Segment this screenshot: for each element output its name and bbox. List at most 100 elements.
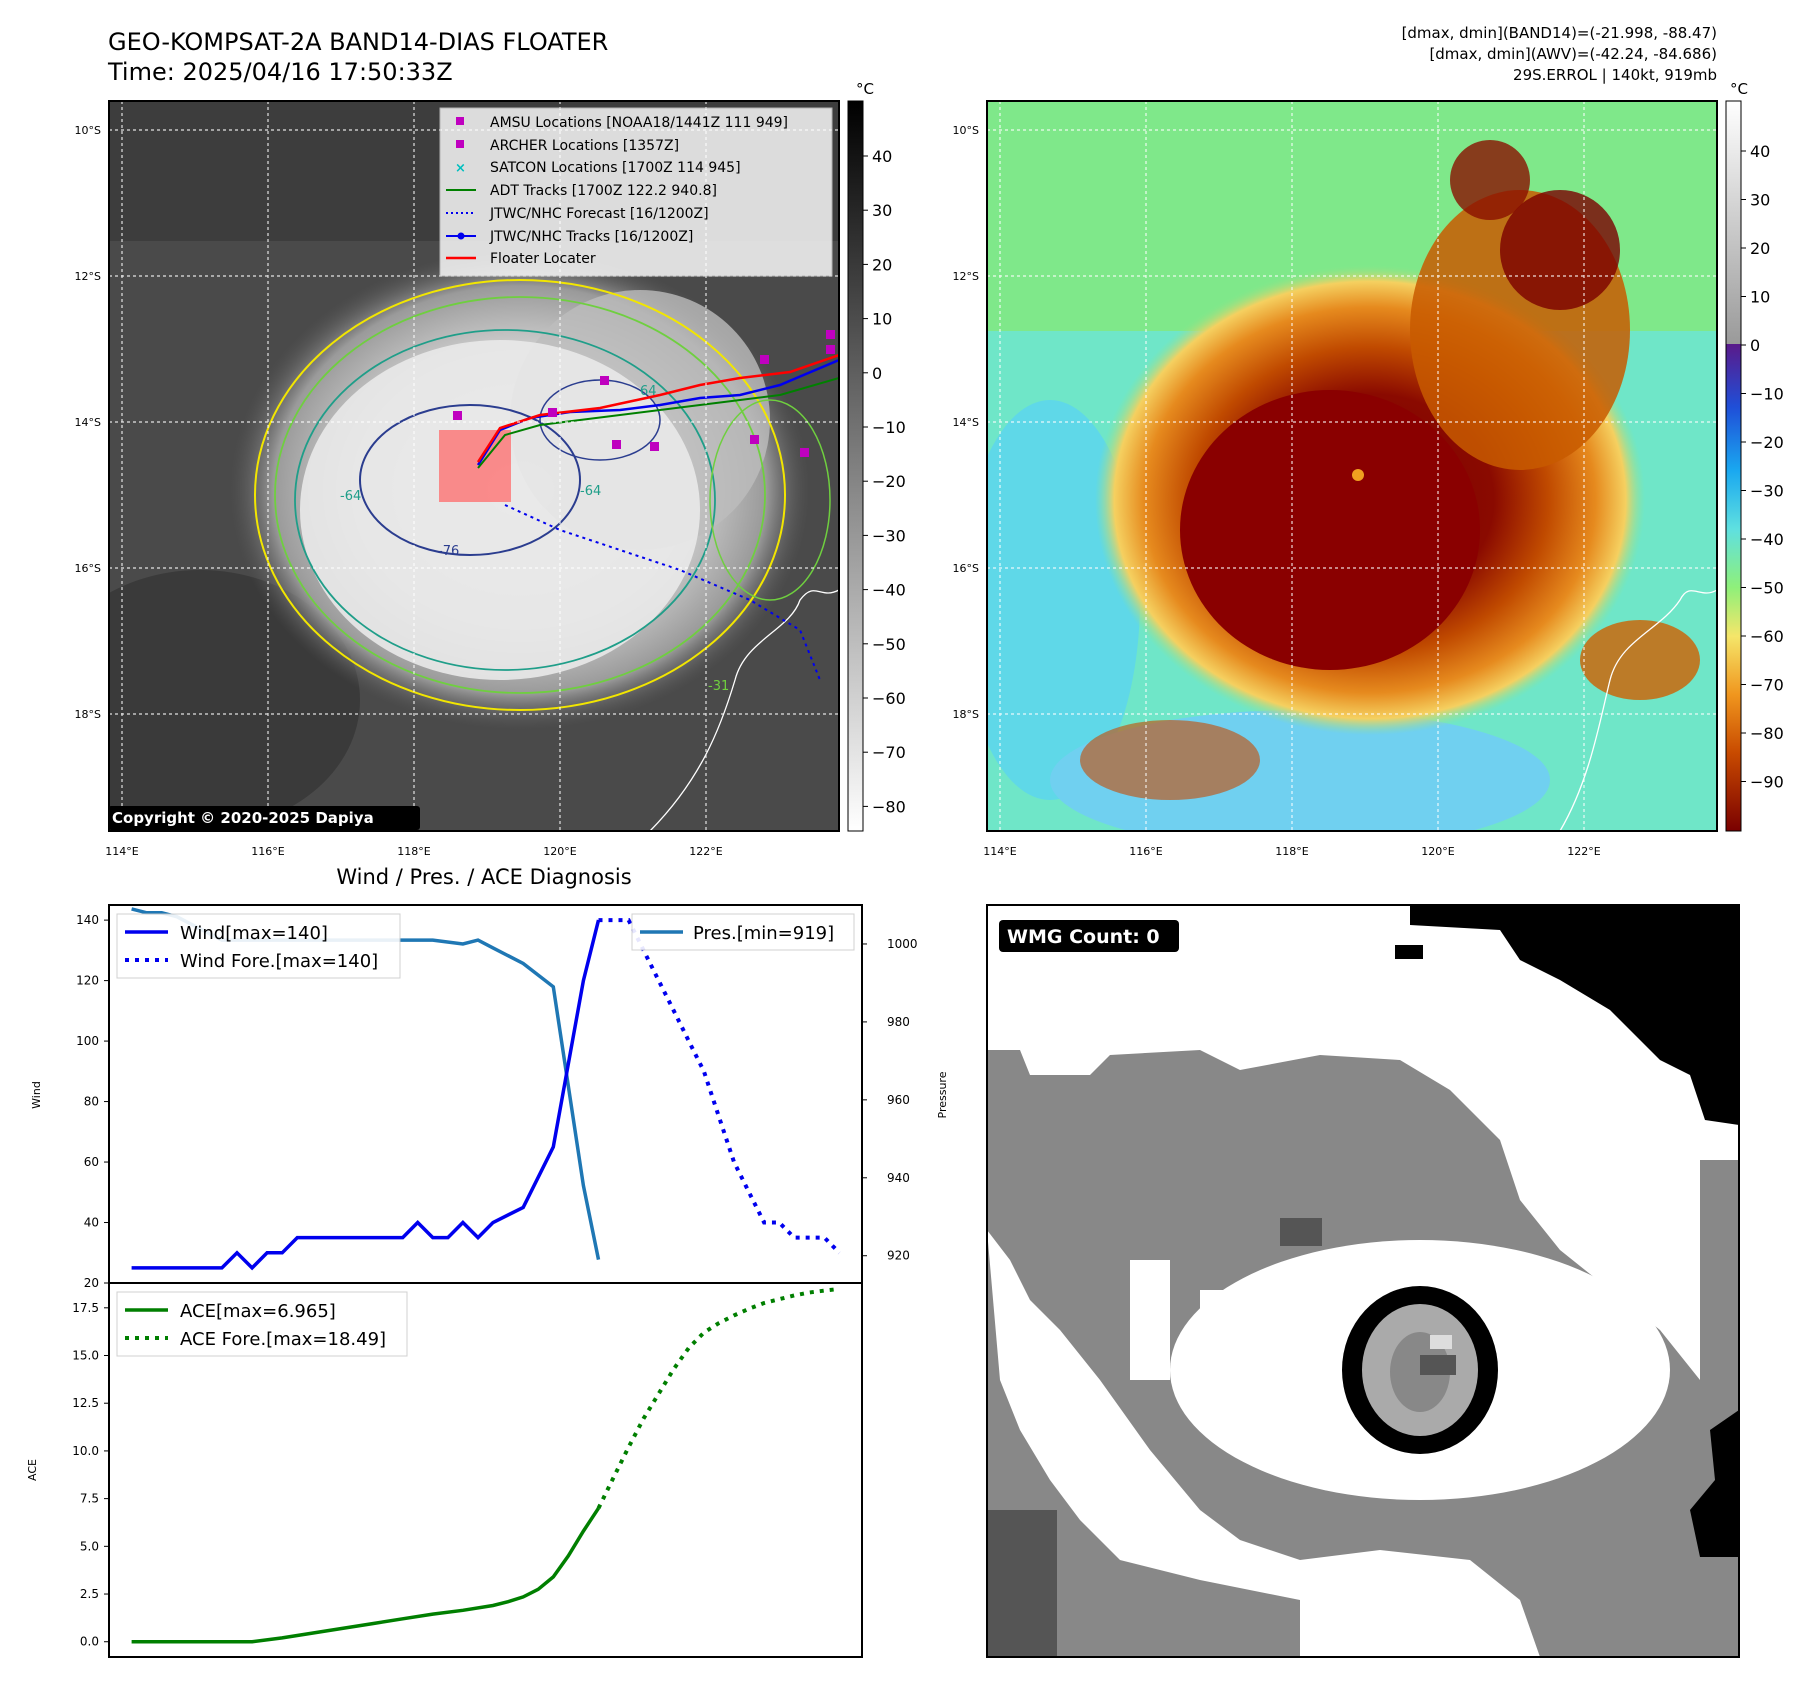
pressure-y-tick-label: 940	[887, 1171, 910, 1185]
svg-text:114°E: 114°E	[105, 845, 138, 858]
enhanced-map-panel: 114°E 116°E 118°E 120°E 122°E 10°S 12°S …	[953, 80, 1784, 858]
enh-colorbar-warm	[1726, 101, 1741, 344]
pressure-y-tick-label: 960	[887, 1093, 910, 1107]
legend-ace: ACE[max=6.965]	[180, 1301, 336, 1322]
svg-text:16°S: 16°S	[75, 562, 101, 575]
ir-lon-labels: 114°E 116°E 118°E 120°E 122°E	[105, 845, 722, 858]
wind-line	[131, 919, 601, 1271]
legend-archer: ARCHER Locations [1357Z]	[490, 138, 679, 154]
svg-text:10°S: 10°S	[75, 124, 101, 137]
storm-eye	[1352, 469, 1364, 481]
coastline-enh	[1559, 589, 1717, 831]
svg-text:120°E: 120°E	[543, 845, 576, 858]
svg-text:120°E: 120°E	[1421, 845, 1454, 858]
legend-wind-forecast: Wind Fore.[max=140]	[180, 951, 378, 972]
enh-colorbar-tick-label: −20	[1750, 433, 1784, 452]
ir-colorbar-tick-label: −80	[872, 797, 906, 816]
ir-colorbar-tick-label: 40	[872, 147, 892, 166]
ace-y-tick-label: 5.0	[80, 1539, 99, 1553]
ir-colorbar-tick-label: −70	[872, 743, 906, 762]
wmg-black-top-right	[1410, 905, 1739, 1125]
wind-axis-label: Wind	[30, 1081, 43, 1109]
legend-symbol-amsu	[456, 117, 464, 125]
svg-text:116°E: 116°E	[1129, 845, 1162, 858]
enh-graticule	[987, 101, 1717, 831]
svg-text:122°E: 122°E	[1567, 845, 1600, 858]
enh-colorbar-tick-label: 30	[1750, 191, 1770, 210]
ir-colorbar-ticks: 40 30 20 10 0 −10 −20 −30 −40 −50 −60 −70 −80	[863, 147, 906, 816]
enh-colorbar-tick-label: 40	[1750, 142, 1770, 161]
enh-colorbar-ticks: 40 30 20 10 0 −10 −20 −30 −40 −50 −60 −70 −80 −90	[1741, 142, 1784, 792]
copyright-box	[108, 806, 420, 830]
wind-y-tick-label: 80	[84, 1095, 99, 1109]
contour-label-1: -64	[340, 489, 361, 504]
wmg-count-box	[999, 920, 1179, 952]
ace-line	[131, 1507, 600, 1644]
svg-text:10°S: 10°S	[953, 124, 979, 137]
storm-info: 29S.ERROL | 140kt, 919mb	[1513, 66, 1717, 84]
ace-forecast-line	[596, 1286, 840, 1510]
wind-y-tick-label: 60	[84, 1155, 99, 1169]
contour-label-5: 64	[640, 384, 657, 399]
ace-y-tick-label: 17.5	[72, 1301, 99, 1315]
wind-y-tick-label: 40	[84, 1216, 99, 1230]
enh-colorbar-tick-label: −70	[1750, 676, 1784, 695]
svg-text:14°S: 14°S	[75, 416, 101, 429]
enh-colorbar-frame	[1725, 100, 1742, 832]
legend-amsu: AMSU Locations [NOAA18/1441Z 111 949]	[490, 115, 788, 131]
ir-colorbar-tick-label: −20	[872, 472, 906, 491]
copyright-text: Copyright © 2020-2025 Dapiya	[112, 809, 374, 827]
svg-text:122°E: 122°E	[689, 845, 722, 858]
ace-y-tick-label: 0.0	[80, 1635, 99, 1649]
svg-text:12°S: 12°S	[75, 270, 101, 283]
svg-text:12°S: 12°S	[953, 270, 979, 283]
amsu-markers	[453, 330, 835, 457]
enh-colorbar-unit: °C	[1730, 80, 1748, 98]
enh-colorbar-tick-label: −60	[1750, 627, 1784, 646]
enh-colorbar-tick-label: −50	[1750, 579, 1784, 598]
svg-text:14°S: 14°S	[953, 416, 979, 429]
enh-lon-labels: 114°E 116°E 118°E 120°E 122°E	[983, 845, 1600, 858]
wind-y-tick-label: 120	[76, 974, 99, 988]
wmg-frame	[986, 904, 1740, 1658]
enh-colorbar-tick-label: −10	[1750, 385, 1784, 404]
legend-symbol-satcon: ×	[455, 161, 466, 176]
pressure-y-tick-label: 1000	[887, 937, 918, 951]
ir-lat-labels: 10°S 12°S 14°S 16°S 18°S	[75, 124, 101, 721]
ir-colorbar-tick-label: 30	[872, 201, 892, 220]
wmg-panel: WMG Count: 0	[986, 904, 1740, 1658]
wind-y-tick-label: 140	[76, 913, 99, 927]
ace-y-tick-label: 10.0	[72, 1444, 99, 1458]
ir-colorbar-tick-label: 0	[872, 364, 882, 383]
pressure-y-tick-label: 980	[887, 1015, 910, 1029]
legend-tracks: JTWC/NHC Tracks [16/1200Z]	[489, 229, 693, 245]
ir-colorbar	[847, 100, 864, 832]
pressure-axis-label: Pressure	[936, 1071, 949, 1118]
ir-colorbar-tick-label: −30	[872, 526, 906, 545]
ir-colorbar-tick-label: −10	[872, 418, 906, 437]
legend-adt: ADT Tracks [1700Z 122.2 940.8]	[490, 183, 717, 199]
ace-axis-label: ACE	[26, 1459, 39, 1481]
ir-colorbar-tick-label: 20	[872, 255, 892, 274]
coastline-ir	[649, 589, 839, 831]
ace-y-tick-label: 12.5	[72, 1396, 99, 1410]
ir-colorbar-tick-label: 10	[872, 310, 892, 329]
diagnosis-title: Wind / Pres. / ACE Diagnosis	[336, 865, 631, 889]
enh-colorbar-tick-label: 0	[1750, 336, 1760, 355]
ace-chart: 0.0 2.5 5.0 7.5 10.0 12.5 15.0 17.5 ACE ACE[max=6…	[26, 1282, 863, 1658]
ace-y-tick-label: 15.0	[72, 1349, 99, 1363]
contour-label-3: -64	[580, 484, 601, 499]
stats-line-awv: [dmax, dmin](AWV)=(-42.24, -84.686)	[1429, 45, 1717, 63]
stats-line-band14: [dmax, dmin](BAND14)=(-21.998, -88.47)	[1402, 24, 1717, 42]
wind-y-tick-label: 20	[84, 1276, 99, 1290]
enh-lat-labels: 10°S 12°S 14°S 16°S 18°S	[953, 124, 979, 721]
contour-label-4: -31	[708, 679, 729, 694]
ir-colorbar-unit: °C	[856, 80, 874, 98]
pressure-legend: Pres.[min=919]	[631, 913, 855, 951]
enh-colorbar-tick-label: 20	[1750, 239, 1770, 258]
adt-track-ir	[477, 377, 839, 469]
legend-satcon: SATCON Locations [1700Z 114 945]	[490, 160, 741, 176]
ir-map-frame	[108, 100, 840, 832]
enh-colorbar-tick-label: 10	[1750, 288, 1770, 307]
